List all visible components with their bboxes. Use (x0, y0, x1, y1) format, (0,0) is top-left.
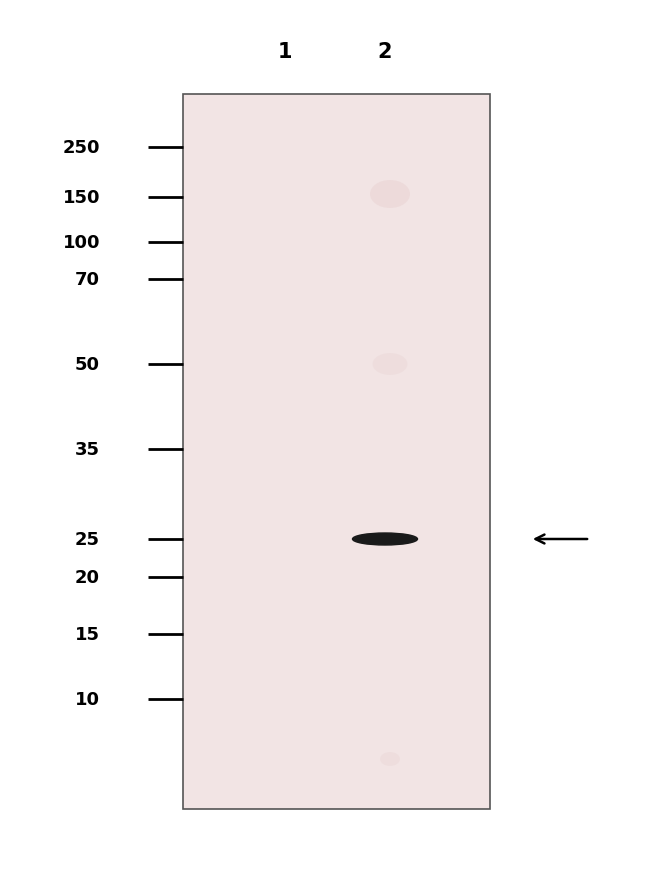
Text: 50: 50 (75, 355, 100, 374)
Ellipse shape (380, 753, 400, 766)
Bar (183, 95, 490, 809)
Text: 250: 250 (62, 139, 100, 156)
Text: 1: 1 (278, 42, 292, 62)
Text: 20: 20 (75, 568, 100, 587)
Text: 25: 25 (75, 530, 100, 548)
Text: 100: 100 (62, 234, 100, 252)
Text: 35: 35 (75, 441, 100, 459)
Ellipse shape (352, 534, 417, 546)
Text: 2: 2 (378, 42, 392, 62)
Ellipse shape (372, 354, 408, 375)
Text: 10: 10 (75, 690, 100, 708)
Text: 150: 150 (62, 189, 100, 207)
Text: 70: 70 (75, 270, 100, 289)
Ellipse shape (370, 181, 410, 209)
Text: 15: 15 (75, 626, 100, 643)
